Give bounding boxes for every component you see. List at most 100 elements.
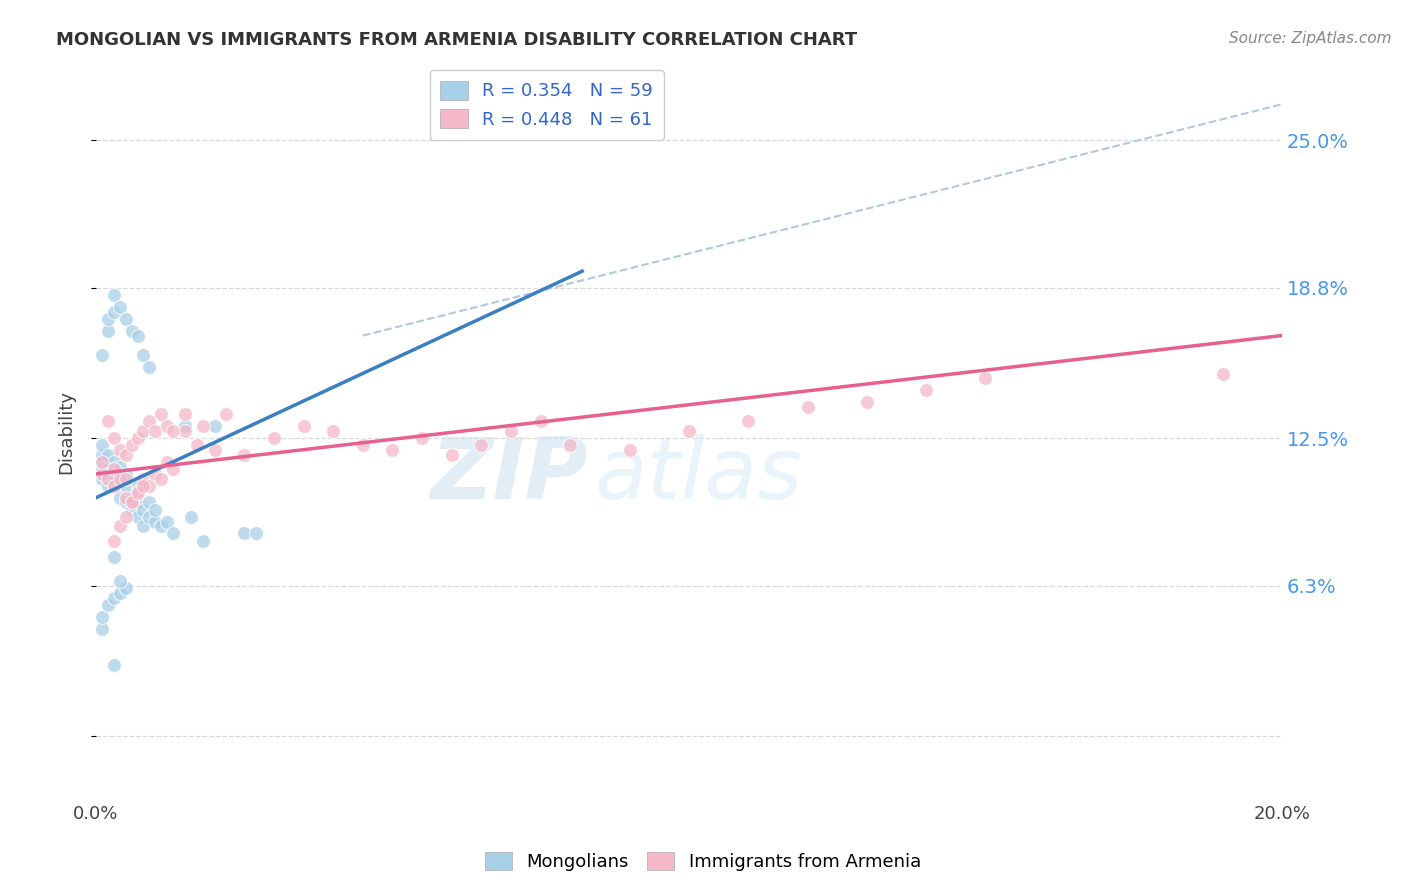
Point — [91, 455, 114, 469]
Point — [127, 495, 149, 509]
Text: atlas: atlas — [595, 434, 801, 517]
Point — [103, 288, 125, 302]
Text: MONGOLIAN VS IMMIGRANTS FROM ARMENIA DISABILITY CORRELATION CHART: MONGOLIAN VS IMMIGRANTS FROM ARMENIA DIS… — [56, 31, 858, 49]
Point — [915, 384, 938, 398]
Point — [174, 424, 197, 438]
Point — [114, 509, 136, 524]
Point — [114, 472, 136, 486]
Point — [114, 582, 136, 596]
Point — [97, 462, 120, 476]
Point — [245, 526, 267, 541]
Point — [108, 474, 131, 488]
Point — [162, 526, 184, 541]
Point — [127, 431, 149, 445]
Point — [619, 443, 641, 458]
Point — [855, 395, 877, 409]
Point — [132, 502, 155, 516]
Point — [121, 324, 143, 338]
Text: Source: ZipAtlas.com: Source: ZipAtlas.com — [1229, 31, 1392, 46]
Point — [127, 483, 149, 498]
Point — [138, 479, 160, 493]
Point — [97, 414, 120, 428]
Point — [97, 324, 120, 338]
Point — [560, 438, 582, 452]
Point — [143, 502, 166, 516]
Point — [796, 400, 818, 414]
Point — [121, 491, 143, 505]
Point — [440, 448, 463, 462]
Point — [108, 519, 131, 533]
Point — [91, 622, 114, 636]
Point — [233, 526, 256, 541]
Point — [103, 479, 125, 493]
Point — [103, 479, 125, 493]
Point — [233, 448, 256, 462]
Point — [103, 462, 125, 476]
Point — [91, 438, 114, 452]
Text: ZIP: ZIP — [430, 434, 588, 517]
Point — [127, 509, 149, 524]
Point — [108, 472, 131, 486]
Point — [132, 348, 155, 362]
Point — [132, 479, 155, 493]
Point — [156, 419, 179, 434]
Point — [186, 438, 208, 452]
Point — [138, 359, 160, 374]
Point — [162, 462, 184, 476]
Point — [103, 533, 125, 548]
Point — [91, 467, 114, 481]
Point — [91, 610, 114, 624]
Point — [322, 424, 344, 438]
Legend: R = 0.354   N = 59, R = 0.448   N = 61: R = 0.354 N = 59, R = 0.448 N = 61 — [430, 70, 664, 140]
Point — [108, 574, 131, 589]
Point — [156, 455, 179, 469]
Point — [174, 407, 197, 421]
Point — [121, 495, 143, 509]
Point — [91, 348, 114, 362]
Point — [127, 479, 149, 493]
Point — [174, 419, 197, 434]
Point — [150, 472, 173, 486]
Point — [132, 472, 155, 486]
Point — [97, 472, 120, 486]
Point — [143, 467, 166, 481]
Point — [91, 462, 114, 476]
Point — [103, 304, 125, 318]
Point — [103, 591, 125, 605]
Point — [263, 431, 285, 445]
Point — [114, 311, 136, 326]
Point — [1212, 367, 1234, 381]
Point — [97, 448, 120, 462]
Point — [121, 502, 143, 516]
Point — [470, 438, 492, 452]
Point — [180, 509, 202, 524]
Point — [215, 407, 238, 421]
Point — [292, 419, 315, 434]
Point — [156, 515, 179, 529]
Point — [108, 443, 131, 458]
Point — [737, 414, 759, 428]
Point — [204, 443, 226, 458]
Point — [143, 424, 166, 438]
Point — [91, 448, 114, 462]
Point — [150, 519, 173, 533]
Point — [138, 509, 160, 524]
Point — [678, 424, 700, 438]
Point — [97, 472, 120, 486]
Point — [103, 455, 125, 469]
Point — [191, 419, 214, 434]
Point — [204, 419, 226, 434]
Point — [132, 519, 155, 533]
Point — [143, 515, 166, 529]
Legend: Mongolians, Immigrants from Armenia: Mongolians, Immigrants from Armenia — [478, 845, 928, 879]
Point — [97, 598, 120, 612]
Point — [132, 424, 155, 438]
Point — [352, 438, 374, 452]
Point — [108, 300, 131, 314]
Point — [91, 472, 114, 486]
Point — [127, 486, 149, 500]
Point — [103, 657, 125, 672]
Point — [114, 479, 136, 493]
Point — [108, 459, 131, 474]
Point — [191, 533, 214, 548]
